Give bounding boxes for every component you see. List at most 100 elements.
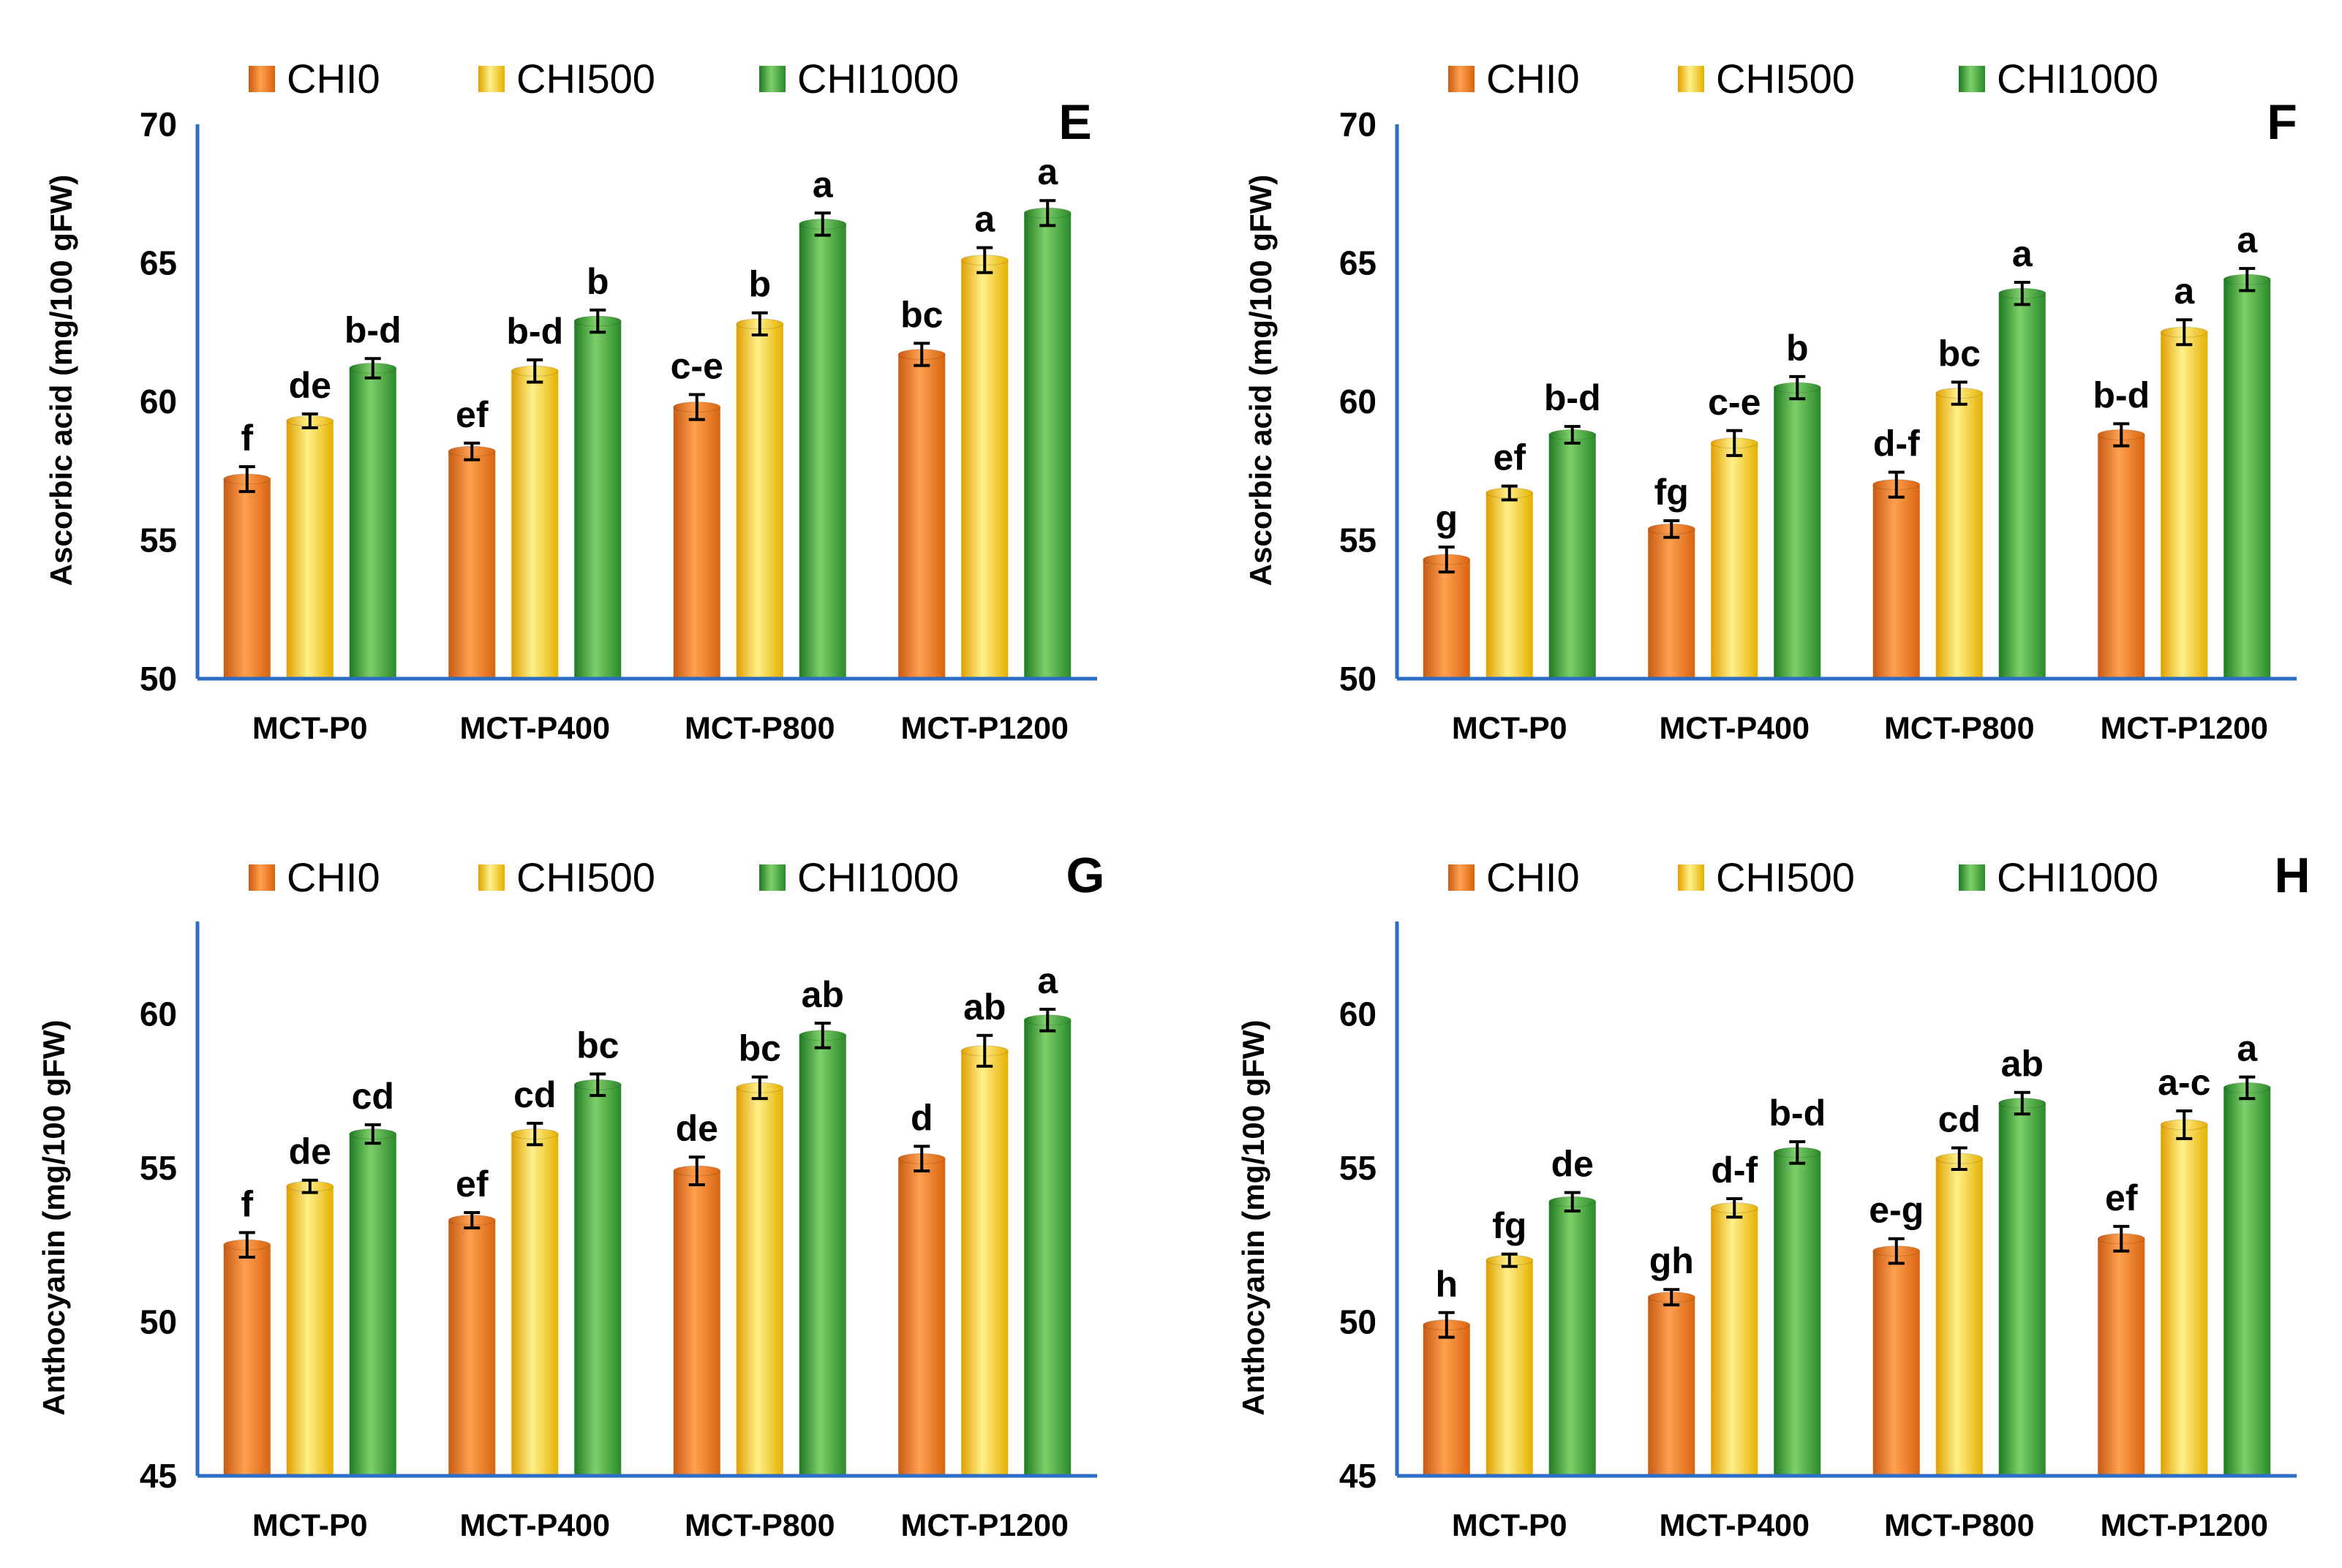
legend-label-chi1000: CHI1000 xyxy=(797,56,959,102)
y-tick-label-45: 45 xyxy=(1339,1457,1377,1495)
bar-chi1000-mct-p400 xyxy=(574,1085,622,1476)
panel-h-ylabel: Anthocyanin (mg/100 gFW) xyxy=(1236,1019,1270,1415)
panel-h-letter: H xyxy=(2274,848,2310,903)
category-label-mct-p0: MCT-P0 xyxy=(1452,1508,1567,1543)
error-bar-chi500-mct-p1200 xyxy=(976,246,993,274)
bar-chi0-mct-p0 xyxy=(1423,1324,1470,1476)
error-bar-chi0-mct-p0 xyxy=(1438,545,1455,574)
sig-label-chi500-mct-p400: d-f xyxy=(1711,1150,1758,1191)
bar-chi1000-mct-p0 xyxy=(1548,434,1596,679)
category-label-mct-p0: MCT-P0 xyxy=(252,711,368,746)
bar-chi1000-mct-p800 xyxy=(799,224,846,679)
y-tick-label-65: 65 xyxy=(1339,244,1377,282)
legend-swatch-chi0 xyxy=(1448,864,1475,891)
sig-label-chi0-mct-p1200: bc xyxy=(900,294,943,335)
panel-g-plot: 45505560fdecdMCT-P0efcdbcMCT-P400debcabM… xyxy=(140,921,1097,1543)
bar-chi1000-mct-p400 xyxy=(574,321,622,679)
error-bar-chi0-mct-p0 xyxy=(238,1231,255,1259)
y-tick-label-55: 55 xyxy=(140,521,177,559)
category-label-mct-p800: MCT-P800 xyxy=(1884,711,2035,746)
category-label-mct-p400: MCT-P400 xyxy=(459,711,610,746)
bar-chi1000-mct-p800 xyxy=(1998,293,2046,679)
bar-chi500-mct-p0 xyxy=(1486,493,1533,679)
error-bar-chi1000-mct-p1200 xyxy=(2239,1075,2256,1101)
legend-swatch-chi1000 xyxy=(1959,66,1985,92)
sig-label-chi500-mct-p800: bc xyxy=(739,1028,781,1069)
error-bar-chi500-mct-p0 xyxy=(301,412,318,430)
sig-label-chi500-mct-p0: de xyxy=(289,365,331,406)
sig-label-chi500-mct-p1200: a xyxy=(2174,271,2195,312)
error-bar-chi1000-mct-p0 xyxy=(364,1123,381,1145)
bar-chi500-mct-p800 xyxy=(1935,1158,1983,1476)
category-label-mct-p800: MCT-P800 xyxy=(1884,1508,2035,1543)
bar-chi0-mct-p800 xyxy=(1872,1251,1920,1476)
error-bar-chi500-mct-p400 xyxy=(527,1121,543,1147)
y-tick-label-55: 55 xyxy=(140,1149,177,1187)
sig-label-chi500-mct-p400: cd xyxy=(513,1074,556,1115)
error-bar-chi0-mct-p800 xyxy=(688,1156,705,1187)
bar-chi500-mct-p0 xyxy=(1486,1260,1533,1476)
legend-label-chi500: CHI500 xyxy=(516,854,655,900)
category-label-mct-p400: MCT-P400 xyxy=(459,1508,610,1543)
sig-label-chi500-mct-p0: ef xyxy=(1494,437,1526,478)
y-tick-label-50: 50 xyxy=(140,660,177,698)
y-tick-label-50: 50 xyxy=(140,1303,177,1341)
error-bar-chi0-mct-p1200 xyxy=(914,1145,930,1173)
sig-label-chi1000-mct-p800: a xyxy=(2012,233,2033,274)
category-label-mct-p1200: MCT-P1200 xyxy=(901,1508,1069,1543)
legend-swatch-chi500 xyxy=(1678,66,1704,92)
bar-chi500-mct-p1200 xyxy=(2161,1124,2208,1476)
panel-f-letter: F xyxy=(2267,94,2297,150)
legend-swatch-chi1000 xyxy=(759,864,786,891)
legend-label-chi0: CHI0 xyxy=(287,854,380,900)
error-bar-chi0-mct-p800 xyxy=(1888,470,1905,499)
error-bar-chi500-mct-p800 xyxy=(751,311,768,337)
bar-chi0-mct-p400 xyxy=(1648,1297,1695,1476)
sig-label-chi500-mct-p800: b xyxy=(748,264,771,305)
error-bar-chi1000-mct-p800 xyxy=(814,211,831,237)
sig-label-chi1000-mct-p400: b-d xyxy=(1769,1093,1826,1134)
bar-chi0-mct-p800 xyxy=(1872,484,1920,679)
legend-label-chi500: CHI500 xyxy=(1716,854,1855,900)
error-bar-chi1000-mct-p800 xyxy=(2014,281,2030,306)
y-tick-label-55: 55 xyxy=(1339,1149,1377,1187)
legend-swatch-chi500 xyxy=(1678,864,1704,891)
sig-label-chi1000-mct-p0: de xyxy=(1551,1144,1594,1185)
bar-chi1000-mct-p800 xyxy=(799,1035,846,1476)
category-label-mct-p0: MCT-P0 xyxy=(1452,711,1567,746)
bar-chi0-mct-p1200 xyxy=(2098,1238,2145,1476)
error-bar-chi0-mct-p1200 xyxy=(914,342,930,367)
error-bar-chi500-mct-p400 xyxy=(527,358,543,384)
sig-label-chi0-mct-p1200: ef xyxy=(2105,1177,2138,1218)
sig-label-chi0-mct-p800: d-f xyxy=(1873,423,1920,464)
panel-f-legend: CHI0 CHI500 CHI1000 xyxy=(1448,56,2158,102)
error-bar-chi1000-mct-p1200 xyxy=(2239,267,2256,293)
error-bar-chi1000-mct-p800 xyxy=(814,1021,831,1049)
legend-label-chi0: CHI0 xyxy=(1486,854,1580,900)
sig-label-chi500-mct-p800: cd xyxy=(1938,1099,1981,1140)
legend-swatch-chi0 xyxy=(1448,66,1475,92)
y-tick-label-50: 50 xyxy=(1339,1303,1377,1341)
category-label-mct-p0: MCT-P0 xyxy=(252,1508,368,1543)
panel-h-legend: CHI0 CHI500 CHI1000 xyxy=(1448,854,2158,900)
legend-label-chi0: CHI0 xyxy=(1486,56,1580,102)
error-bar-chi1000-mct-p1200 xyxy=(1039,1008,1056,1033)
panel-f: Ascorbic acid (mg/100 gFW) CHI0 CHI500 C… xyxy=(1243,56,2297,746)
y-tick-label-70: 70 xyxy=(1339,105,1377,143)
sig-label-chi0-mct-p0: g xyxy=(1435,498,1458,539)
sig-label-chi0-mct-p0: h xyxy=(1435,1264,1458,1305)
bar-chi1000-mct-p1200 xyxy=(1024,213,1072,679)
sig-label-chi1000-mct-p0: b-d xyxy=(344,309,402,350)
error-bar-chi0-mct-p400 xyxy=(1663,519,1680,539)
bar-chi0-mct-p0 xyxy=(223,479,271,679)
error-bar-chi500-mct-p1200 xyxy=(976,1033,993,1068)
sig-label-chi1000-mct-p400: b xyxy=(587,261,609,302)
sig-label-chi0-mct-p1200: b-d xyxy=(2093,374,2150,415)
y-tick-label-60: 60 xyxy=(140,995,177,1033)
sig-label-chi0-mct-p800: c-e xyxy=(671,346,723,387)
legend-swatch-chi1000 xyxy=(1959,864,1985,891)
error-bar-chi1000-mct-p0 xyxy=(1564,1191,1581,1213)
error-bar-chi0-mct-p0 xyxy=(1438,1311,1455,1339)
